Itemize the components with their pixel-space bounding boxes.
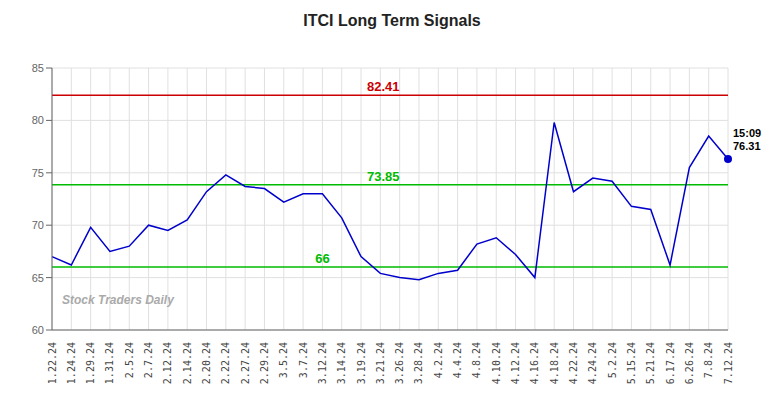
svg-text:7.12.24: 7.12.24 (723, 342, 734, 384)
svg-text:85: 85 (32, 62, 44, 74)
svg-text:2.29.24: 2.29.24 (259, 342, 270, 384)
svg-text:1.31.24: 1.31.24 (104, 342, 115, 384)
svg-text:70: 70 (32, 219, 44, 231)
svg-text:4.18.24: 4.18.24 (549, 342, 560, 384)
html-text:Stock Traders Daily: Stock Traders Daily (62, 293, 174, 307)
svg-text:15:0976.31: 15:0976.31 (733, 127, 761, 152)
svg-text:3.7.24: 3.7.24 (298, 342, 309, 378)
svg-text:4.4.24: 4.4.24 (452, 342, 463, 378)
svg-text:5.2.24: 5.2.24 (607, 342, 618, 378)
svg-text:2.20.24: 2.20.24 (201, 342, 212, 384)
svg-text:60: 60 (32, 324, 44, 336)
svg-text:82.41: 82.41 (367, 79, 400, 94)
svg-text:2.22.24: 2.22.24 (220, 342, 231, 384)
svg-text:3.19.24: 3.19.24 (356, 342, 367, 384)
svg-text:7.8.24: 7.8.24 (703, 342, 714, 378)
svg-text:1.22.24: 1.22.24 (47, 342, 58, 384)
svg-text:75: 75 (32, 167, 44, 179)
svg-text:2.7.24: 2.7.24 (143, 342, 154, 378)
svg-text:3.26.24: 3.26.24 (394, 342, 405, 384)
svg-text:66: 66 (315, 251, 329, 266)
svg-text:5.21.24: 5.21.24 (645, 342, 656, 384)
svg-text:4.8.24: 4.8.24 (471, 342, 482, 378)
svg-text:5.15.24: 5.15.24 (626, 342, 637, 384)
svg-text:3.12.24: 3.12.24 (317, 342, 328, 384)
svg-text:4.2.24: 4.2.24 (433, 342, 444, 378)
svg-text:2.27.24: 2.27.24 (240, 342, 251, 384)
svg-text:80: 80 (32, 114, 44, 126)
svg-text:3.28.24: 3.28.24 (413, 342, 424, 384)
svg-text:1.24.24: 1.24.24 (66, 342, 77, 384)
svg-text:3.5.24: 3.5.24 (278, 342, 289, 378)
svg-text:4.16.24: 4.16.24 (529, 342, 540, 384)
svg-text:4.10.24: 4.10.24 (491, 342, 502, 384)
svg-text:6.26.24: 6.26.24 (684, 342, 695, 384)
svg-text:65: 65 (32, 272, 44, 284)
svg-text:4.22.24: 4.22.24 (568, 342, 579, 384)
svg-text:3.21.24: 3.21.24 (375, 342, 386, 384)
html-text:ITCI Long Term Signals: ITCI Long Term Signals (303, 12, 481, 29)
svg-text:3.14.24: 3.14.24 (336, 342, 347, 384)
svg-text:4.12.24: 4.12.24 (510, 342, 521, 384)
svg-text:1.29.24: 1.29.24 (85, 342, 96, 384)
svg-text:4.24.24: 4.24.24 (587, 342, 598, 384)
svg-text:73.85: 73.85 (367, 169, 400, 184)
svg-text:2.12.24: 2.12.24 (162, 342, 173, 384)
svg-text:6.17.24: 6.17.24 (665, 342, 676, 384)
svg-text:2.14.24: 2.14.24 (182, 342, 193, 384)
svg-text:2.5.24: 2.5.24 (124, 342, 135, 378)
